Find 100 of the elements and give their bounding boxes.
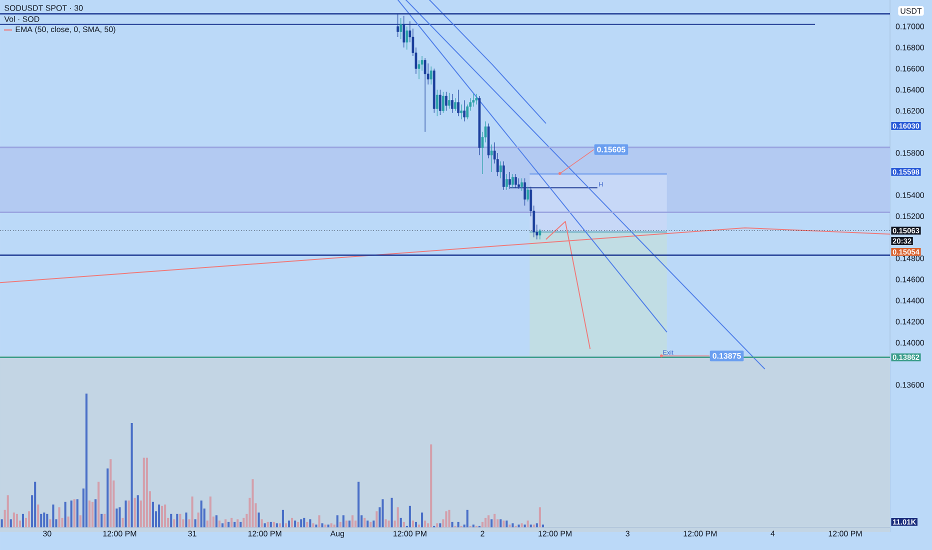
bar (288, 520, 290, 528)
bar (278, 523, 281, 528)
bar (173, 519, 176, 528)
candlestick (460, 104, 463, 120)
bar (215, 515, 218, 528)
bar (351, 515, 354, 528)
bar (98, 482, 100, 528)
bar (500, 519, 502, 528)
bar (43, 512, 46, 528)
bar (448, 510, 450, 528)
bar (400, 518, 402, 528)
bar (130, 423, 133, 528)
bar (116, 508, 118, 528)
bar (358, 482, 360, 528)
candlestick (430, 66, 432, 85)
bar (321, 523, 324, 528)
bar (376, 511, 378, 528)
bar (260, 519, 263, 528)
bar (536, 523, 538, 528)
candlestick (512, 174, 514, 188)
bar (200, 500, 202, 528)
bar (339, 522, 342, 528)
bar (494, 514, 496, 528)
candlestick (490, 144, 493, 172)
bar (161, 506, 164, 528)
candlestick (448, 92, 450, 109)
bar (100, 514, 103, 528)
bar (318, 515, 320, 528)
candlestick (454, 98, 456, 112)
candlestick (418, 60, 420, 80)
bar (94, 499, 97, 528)
bar (134, 498, 136, 528)
candlestick (475, 94, 478, 105)
bar (270, 522, 272, 528)
bar (472, 524, 474, 528)
bar (110, 459, 112, 528)
bar (176, 514, 178, 528)
bar (370, 522, 372, 528)
bar (366, 520, 369, 528)
bar (164, 504, 166, 528)
bar (502, 520, 505, 528)
bar (91, 502, 94, 528)
bar (236, 519, 239, 528)
bar (124, 500, 127, 528)
bar (372, 520, 375, 528)
bar (327, 524, 330, 528)
bar (85, 394, 88, 528)
bar (421, 512, 424, 528)
bar (414, 522, 418, 528)
bar (252, 479, 254, 528)
bar (76, 499, 78, 528)
bar (266, 522, 269, 528)
bar (6, 495, 9, 528)
bar (481, 522, 484, 528)
bar (146, 458, 148, 528)
bar (342, 515, 344, 528)
bar (418, 524, 420, 528)
candlestick (457, 89, 460, 116)
bar (46, 514, 48, 528)
bar (306, 522, 308, 528)
bar (388, 520, 390, 528)
bar (282, 510, 284, 528)
bar (234, 522, 236, 528)
bar (364, 518, 366, 528)
candlestick (499, 161, 502, 179)
bar (490, 519, 493, 528)
bar (457, 522, 460, 528)
candlestick (502, 161, 505, 190)
bar (484, 518, 487, 528)
bar (272, 522, 275, 528)
bar (12, 512, 15, 528)
bar (191, 496, 194, 528)
bar (508, 524, 511, 528)
bar (439, 523, 442, 528)
bar (240, 522, 242, 528)
bar (228, 522, 230, 528)
candlestick (538, 228, 542, 240)
bar (142, 458, 145, 528)
bar (530, 524, 532, 528)
bar (345, 520, 348, 528)
bar (348, 520, 351, 528)
bar (10, 519, 12, 528)
bar (445, 511, 448, 528)
bar (224, 519, 227, 528)
bar (158, 504, 160, 528)
candlestick (526, 186, 530, 202)
candlestick (424, 58, 426, 132)
bar (70, 500, 72, 528)
bar (408, 506, 411, 528)
bar (264, 523, 266, 528)
bar (520, 523, 523, 528)
bar (396, 507, 399, 528)
candlestick (400, 18, 402, 40)
candlestick (406, 26, 408, 50)
bar (197, 512, 200, 528)
bar (221, 523, 224, 528)
candlestick (451, 94, 454, 114)
bar (382, 499, 384, 528)
bar (276, 523, 278, 528)
bar (512, 523, 514, 528)
